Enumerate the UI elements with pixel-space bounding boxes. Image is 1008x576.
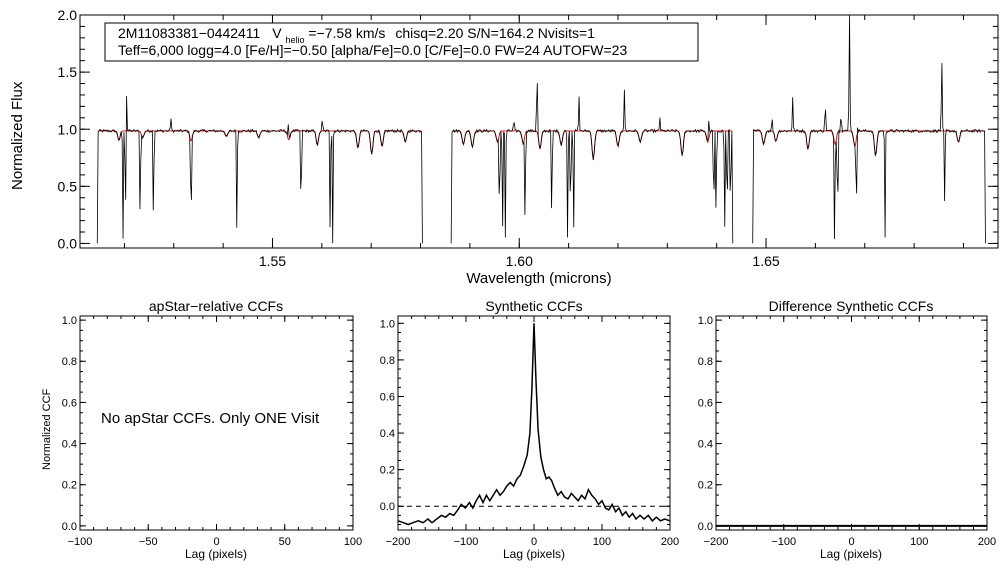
apstar-xtick-label: 0	[213, 536, 219, 548]
difference-ytick-label: 0.6	[698, 397, 713, 409]
synthetic-ytick-label: 0.4	[380, 428, 395, 440]
synthetic-ticks: −200 −100 0 100 200 0.0 0.2 0.4 0.6 0.8 1.0	[380, 316, 679, 548]
synthetic-ytick-label: 0.0	[380, 501, 395, 513]
apstar-ytick-label: 0.6	[62, 397, 77, 409]
info-box	[104, 22, 699, 62]
synthetic-xtick-label: 0	[531, 536, 537, 548]
apstar-ccf-title: apStar−relative CCFs	[149, 298, 283, 314]
difference-ticks: −200 −100 0 100 200 0.0 0.2 0.4 0.6 0.8 1.0	[698, 315, 996, 548]
apstar-ticks: −100 −50 0 50 100 0.0 0.2 0.4 0.6 0.8 1.0	[62, 315, 362, 548]
difference-ytick-label: 0.0	[698, 521, 713, 533]
synthetic-ccf-line	[397, 323, 671, 526]
observed-spectrum-line-segment-2	[450, 83, 734, 244]
apstar-ytick-label: 1.0	[62, 315, 77, 327]
spectrum-axes-frame	[79, 14, 999, 249]
synthetic-ytick-label: 0.8	[380, 355, 395, 367]
difference-xtick-label: 0	[848, 536, 854, 548]
difference-xtick-label: 200	[978, 536, 996, 548]
model-spectrum	[98, 130, 985, 160]
observed-spectrum	[96, 15, 986, 244]
synthetic-xtick-label: 200	[661, 536, 679, 548]
model-spectrum-line-segment-3	[753, 130, 985, 158]
spectrum-ytick-label: 1.5	[58, 64, 78, 80]
difference-xtick-label: −200	[704, 536, 729, 548]
info-v-subscript: helio	[285, 35, 304, 45]
synthetic-x-label: Lag (pixels)	[503, 547, 565, 561]
synthetic-xtick-label: −100	[454, 536, 479, 548]
info-v-symbol: V	[272, 25, 282, 41]
info-box-line-2: Teff=6,000 logg=4.0 [Fe/H]=−0.50 [alpha/…	[118, 42, 627, 58]
synthetic-ccf-title: Synthetic CCFs	[485, 298, 582, 314]
synthetic-ytick-label: 0.2	[380, 465, 395, 477]
info-star-id: 2M11083381−0442411	[118, 25, 261, 41]
apstar-no-data-message: No apStar CCFs. Only ONE Visit	[101, 410, 320, 427]
difference-xtick-label: −100	[771, 536, 796, 548]
observed-spectrum-line-segment-3	[752, 15, 986, 244]
spectrum-panel: 1.55 1.60 1.65 0.0 0.5 1.0 1.5 2.0 Normalized F…	[9, 7, 999, 287]
spectrum-ticks: 1.55 1.60 1.65 0.0 0.5 1.0 1.5 2.0	[58, 7, 998, 269]
spectrum-y-label: Normalized Flux	[9, 81, 26, 190]
apstar-ytick-label: 0.8	[62, 356, 77, 368]
apstar-xtick-label: −100	[68, 536, 93, 548]
difference-ytick-label: 0.4	[698, 439, 713, 451]
difference-ytick-label: 0.8	[698, 356, 713, 368]
spectrum-xtick-label: 1.65	[752, 253, 779, 269]
spectrum-xtick-label: 1.55	[259, 253, 286, 269]
difference-x-label: Lag (pixels)	[820, 547, 882, 561]
apstar-ytick-label: 0.0	[62, 521, 77, 533]
apstar-ytick-label: 0.4	[62, 439, 77, 451]
spectrum-ytick-label: 0.5	[58, 178, 78, 194]
apstar-ccf-panel: apStar−relative CCFs −100 −50 0 50 100 0.0 0.2…	[41, 298, 362, 561]
apstar-y-label: Normalized CCF	[41, 388, 53, 470]
difference-xtick-label: 100	[910, 536, 928, 548]
info-box-line-1: 2M11083381−0442411 V helio =−7.58 km/s c…	[118, 25, 595, 46]
info-v-value: =−7.58 km/s	[308, 25, 385, 41]
synthetic-ytick-label: 1.0	[380, 318, 395, 330]
spectrum-ytick-label: 0.0	[58, 235, 78, 251]
apstar-x-label: Lag (pixels)	[185, 547, 247, 561]
apstar-xtick-label: 100	[344, 536, 362, 548]
spectrum-ytick-label: 1.0	[58, 121, 78, 137]
synthetic-xtick-label: 100	[593, 536, 611, 548]
apstar-xtick-label: 50	[279, 536, 291, 548]
synthetic-xtick-label: −200	[386, 536, 411, 548]
difference-ccf-panel: Difference Synthetic CCFs −200 −100 0 100 20…	[698, 298, 996, 561]
spectrum-ytick-label: 2.0	[58, 7, 78, 23]
apstar-ytick-label: 0.2	[62, 480, 77, 492]
synthetic-ytick-label: 0.6	[380, 391, 395, 403]
difference-ytick-label: 0.2	[698, 480, 713, 492]
apstar-xtick-label: −50	[139, 536, 158, 548]
info-line-1-rest: chisq=2.20 S/N=164.2 Nvisits=1	[395, 25, 595, 41]
difference-axes-frame	[715, 315, 988, 531]
difference-ccf-title: Difference Synthetic CCFs	[769, 298, 934, 314]
spectrum-xtick-label: 1.60	[506, 253, 533, 269]
observed-spectrum-line-segment-1	[96, 96, 423, 244]
synthetic-axes-frame	[397, 315, 671, 531]
synthetic-ccf-curve	[397, 323, 671, 526]
spectrum-x-label: Wavelength (microns)	[466, 270, 611, 287]
synthetic-ccf-panel: Synthetic CCFs −200 −100 0 100 200 0.0 0.2 0.4 0…	[380, 298, 679, 561]
difference-ytick-label: 1.0	[698, 315, 713, 327]
